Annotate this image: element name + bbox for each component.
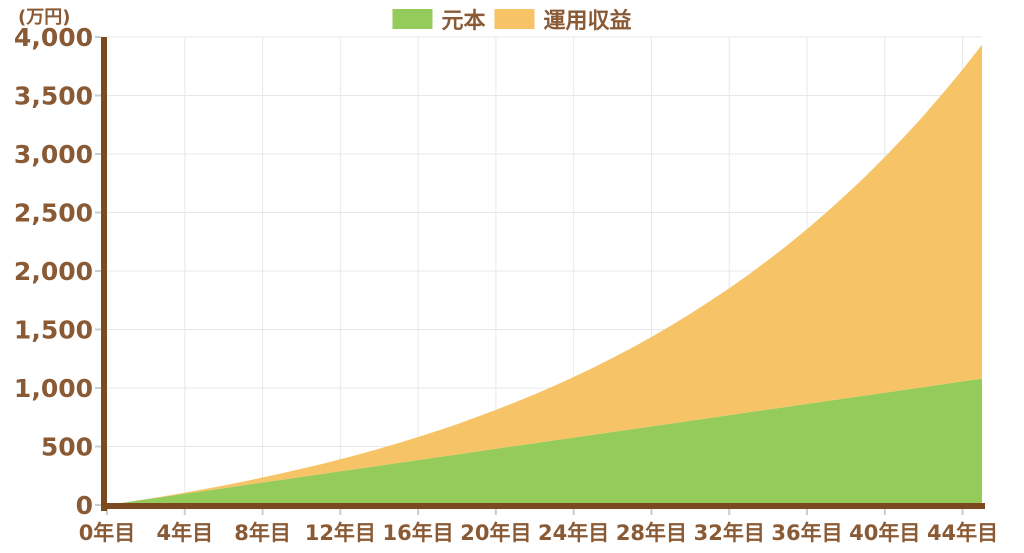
x-tick-label: 44年目 [927,521,998,545]
x-tick-label: 16年目 [382,521,453,545]
legend-swatch-returns [494,9,535,29]
y-axis-unit-label: (万円) [18,7,71,28]
legend-item-principal[interactable]: 元本 [392,3,486,35]
y-tick-label: 3,500 [14,82,93,111]
legend: 元本 運用収益 [392,3,632,35]
y-tick-label: 3,000 [14,140,93,169]
area-series-1 [107,44,982,506]
x-tick-label: 12年目 [305,521,376,545]
y-tick-label: 4,000 [14,23,93,52]
x-tick-label: 4年目 [156,521,213,545]
area-series-0 [107,378,982,505]
x-tick-label: 0年目 [79,521,136,545]
y-tick-label: 2,000 [14,257,93,286]
y-tick-label: 1,500 [14,316,93,345]
x-tick-label: 20年目 [460,521,531,545]
y-tick-label: 2,500 [14,199,93,228]
y-tick-label: 1,000 [14,374,93,403]
x-tick-label: 8年目 [234,521,291,545]
x-tick-label: 24年目 [538,521,609,545]
legend-swatch-principal [392,9,433,29]
y-axis-line [101,37,107,511]
x-tick-label: 36年目 [771,521,842,545]
legend-label-returns: 運用収益 [543,9,632,34]
legend-item-returns[interactable]: 運用収益 [494,3,632,35]
legend-label-principal: 元本 [441,9,486,34]
x-axis-line [101,503,985,509]
y-tick-label: 500 [41,433,93,462]
x-tick-label: 32年目 [694,521,765,545]
x-tick-label: 28年目 [616,521,687,545]
y-tick-label: 0 [76,491,93,520]
x-tick-label: 40年目 [849,521,920,545]
